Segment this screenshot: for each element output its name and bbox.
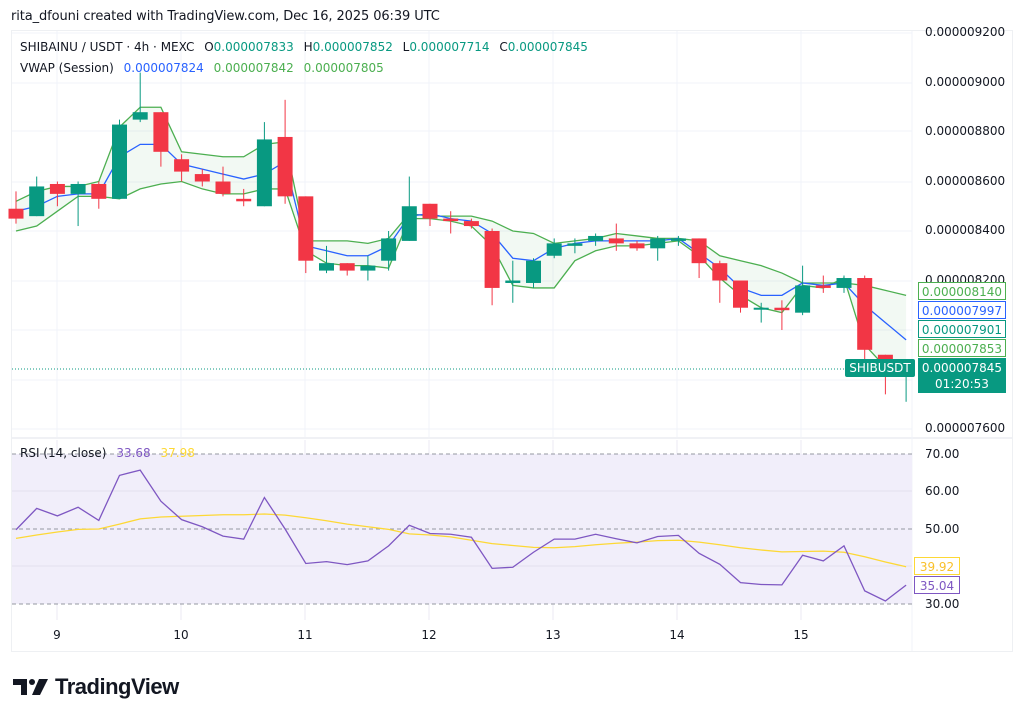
candle-body (712, 263, 728, 281)
candle-body (546, 243, 562, 256)
candle-body (484, 231, 500, 288)
rsi-tag: 35.04 (914, 576, 960, 594)
candle-body (153, 112, 169, 152)
candle-body (753, 307, 769, 310)
price-tick: 0.000008400 (925, 223, 1006, 237)
rsi-tick: 50.00 (925, 522, 960, 536)
candle-body (857, 278, 873, 350)
rsi-tick: 60.00 (925, 484, 960, 498)
candle-body (298, 196, 314, 261)
vwap-lower-band (15, 180, 907, 368)
upper-band-tag: 0.000008140 (918, 282, 1006, 300)
x-tick: 15 (793, 628, 809, 642)
open-label: O (204, 40, 214, 54)
candle-body (360, 265, 376, 271)
candle-body (795, 285, 811, 313)
candle-body (49, 183, 65, 194)
vwap-tag: 0.000007997 (918, 301, 1006, 319)
candle-body (277, 136, 293, 197)
candle-body (422, 203, 438, 219)
candle-body (194, 174, 210, 182)
x-tick: 11 (297, 628, 313, 642)
candle-body (774, 307, 790, 311)
candle-body (691, 238, 707, 264)
chart-frame (11, 30, 1013, 652)
low-value: 0.000007714 (409, 40, 490, 54)
candle-body (174, 159, 190, 172)
candle-body (650, 238, 666, 249)
vwap-legend: VWAP (Session) 0.000007824 0.000007842 0… (20, 61, 390, 75)
vwap-band-fill (16, 107, 907, 368)
candle-body (877, 354, 893, 363)
candle-body (215, 181, 231, 194)
last-price: 0.000007845 (921, 361, 1003, 375)
attribution-text: rita_dfouni created with TradingView.com… (11, 9, 440, 24)
rsi-ma-line (15, 513, 907, 568)
candle-body (70, 183, 86, 194)
candle-body (629, 243, 645, 249)
close-label: C (499, 40, 508, 54)
x-tick: 12 (421, 628, 437, 642)
vwap-label[interactable]: VWAP (Session) (20, 61, 114, 75)
x-tick: 9 (53, 628, 61, 642)
candle-body (526, 260, 541, 283)
candle-body (256, 139, 272, 207)
candle-body (836, 278, 852, 288)
price-tick: 0.000008600 (925, 174, 1006, 188)
candle-body (505, 280, 521, 283)
candle-body (29, 186, 45, 217)
symbol-label[interactable]: SHIBAINU / USDT · 4h · MEXC (20, 40, 195, 54)
price-tick: 0.000008800 (925, 124, 1006, 138)
price-tick: 0.000007600 (925, 421, 1006, 435)
vwap-value: 0.000007824 (123, 61, 204, 75)
candle-body (567, 243, 583, 246)
low-label: L (402, 40, 410, 54)
x-tick: 14 (669, 628, 685, 642)
rsi-ma-tag: 39.92 (914, 557, 960, 575)
symbol-legend: SHIBAINU / USDT · 4h · MEXC O0.000007833… (20, 40, 594, 54)
candle-body (112, 124, 127, 199)
candle-body (588, 235, 604, 241)
open-value: 0.000007833 (213, 40, 294, 54)
candle-body (733, 280, 748, 308)
lower-band-tag: 0.000007901 (918, 320, 1006, 338)
x-tick: 10 (173, 628, 189, 642)
last-price-tag: 0.000007845 01:20:53 (918, 358, 1006, 393)
candle-body (670, 238, 686, 241)
candle-body (463, 221, 479, 227)
candle-body (339, 263, 355, 271)
candle-body (443, 218, 459, 222)
vwap-lower-value: 0.000007805 (303, 61, 384, 75)
vwap-upper-value: 0.000007842 (213, 61, 294, 75)
candle-body (815, 285, 831, 288)
price-tick: 0.000009000 (925, 75, 1006, 89)
rsi-label[interactable]: RSI (14, close) (20, 446, 107, 460)
logo-text: TradingView (55, 674, 179, 699)
candle-body (608, 238, 624, 244)
candle-body (8, 208, 24, 219)
candle-body (132, 112, 148, 120)
candle-body (381, 238, 397, 261)
candle-body (319, 263, 334, 271)
candle-body (401, 206, 417, 241)
high-value: 0.000007852 (312, 40, 393, 54)
close-value: 0.000007845 (507, 40, 588, 54)
tradingview-logo-icon (13, 679, 48, 695)
rsi-tick: 70.00 (925, 447, 960, 461)
band-tag: 0.000007853 (918, 339, 1006, 357)
rsi-value: 33.68 (116, 446, 151, 460)
rsi-tick: 30.00 (925, 597, 960, 611)
candle-body (236, 198, 252, 202)
tradingview-logo[interactable]: TradingView (13, 674, 179, 700)
x-tick: 13 (545, 628, 561, 642)
candle-body (91, 183, 107, 199)
high-label: H (303, 40, 313, 54)
bar-countdown: 01:20:53 (935, 377, 989, 391)
rsi-legend: RSI (14, close) 33.68 37.98 (20, 446, 201, 460)
symbol-tag: SHIBUSDT (845, 359, 915, 377)
rsi-ma-value: 37.98 (160, 446, 195, 460)
price-tick: 0.000009200 (925, 25, 1006, 39)
rsi-line (15, 469, 907, 602)
